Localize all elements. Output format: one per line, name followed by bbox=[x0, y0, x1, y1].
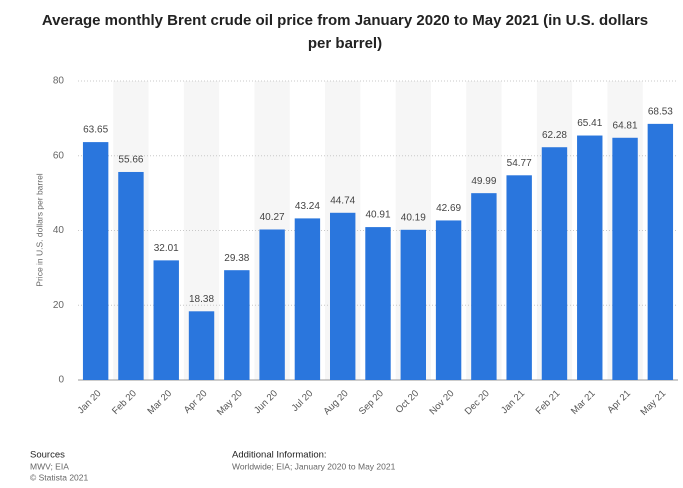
y-tick-label: 80 bbox=[53, 76, 65, 87]
sources: MWV; EIA bbox=[30, 461, 69, 471]
data-label: 65.41 bbox=[577, 118, 602, 129]
x-tick-label: Feb 20 bbox=[110, 388, 139, 417]
info-label: Additional Information: bbox=[232, 450, 327, 461]
data-label: 62.28 bbox=[542, 130, 567, 141]
x-tick-label: May 20 bbox=[215, 388, 245, 418]
y-axis-label: Price in U.S. dollars per barrel bbox=[34, 173, 44, 286]
bar bbox=[647, 123, 674, 380]
data-label: 64.81 bbox=[613, 120, 638, 131]
bar bbox=[294, 218, 321, 380]
data-label: 42.69 bbox=[436, 203, 461, 214]
info: Worldwide; EIA; January 2020 to May 2021 bbox=[232, 461, 396, 471]
data-label: 40.19 bbox=[401, 212, 426, 223]
bar bbox=[471, 193, 497, 380]
data-label: 29.38 bbox=[224, 253, 249, 264]
bar bbox=[330, 212, 356, 380]
bar bbox=[541, 147, 568, 380]
sources-label: Sources bbox=[30, 450, 65, 461]
x-tick-label: Dec 20 bbox=[463, 388, 492, 417]
x-tick-label: Sep 20 bbox=[357, 388, 386, 417]
bar bbox=[506, 175, 532, 380]
data-label: 43.24 bbox=[295, 201, 320, 212]
data-label: 63.65 bbox=[83, 125, 108, 136]
data-label: 49.99 bbox=[471, 176, 496, 187]
x-tick-label: Aug 20 bbox=[322, 388, 351, 417]
data-label: 44.74 bbox=[330, 195, 355, 206]
x-tick-label: Oct 20 bbox=[394, 388, 422, 416]
data-label: 18.38 bbox=[189, 294, 214, 305]
x-tick-label: Apr 20 bbox=[182, 388, 210, 416]
data-label: 40.91 bbox=[365, 210, 390, 221]
y-tick-label: 20 bbox=[53, 300, 65, 311]
bar bbox=[224, 270, 250, 380]
bar bbox=[365, 227, 391, 380]
y-tick-label: 40 bbox=[53, 225, 65, 236]
bar bbox=[82, 142, 109, 380]
bar bbox=[259, 229, 285, 380]
x-tick-label: Mar 21 bbox=[569, 388, 598, 417]
bar bbox=[188, 311, 215, 380]
data-label: 54.77 bbox=[507, 158, 532, 169]
x-tick-label: Jun 20 bbox=[252, 388, 280, 416]
bar bbox=[153, 260, 179, 380]
bar bbox=[612, 137, 638, 380]
chart-title: Average monthly Brent crude oil price fr… bbox=[42, 12, 648, 29]
data-label: 40.27 bbox=[260, 212, 285, 223]
x-tick-label: Mar 20 bbox=[145, 388, 174, 417]
bar bbox=[400, 229, 426, 380]
x-tick-label: May 21 bbox=[638, 388, 668, 418]
data-label: 55.66 bbox=[118, 155, 143, 166]
data-label: 32.01 bbox=[154, 243, 179, 254]
bar bbox=[118, 171, 144, 380]
data-label: 68.53 bbox=[648, 107, 673, 118]
y-tick-label: 60 bbox=[53, 150, 65, 161]
chart-title: per barrel) bbox=[308, 35, 382, 52]
x-tick-label: Jan 20 bbox=[76, 388, 104, 416]
bar bbox=[577, 135, 603, 380]
y-tick-label: 0 bbox=[58, 375, 64, 386]
x-tick-label: Jul 20 bbox=[290, 388, 316, 414]
x-tick-label: Nov 20 bbox=[427, 388, 456, 417]
x-tick-label: Apr 21 bbox=[605, 388, 633, 416]
bar bbox=[435, 220, 462, 380]
x-tick-label: Jan 21 bbox=[499, 388, 527, 416]
copyright: © Statista 2021 bbox=[30, 472, 89, 482]
x-tick-label: Feb 21 bbox=[534, 388, 563, 417]
